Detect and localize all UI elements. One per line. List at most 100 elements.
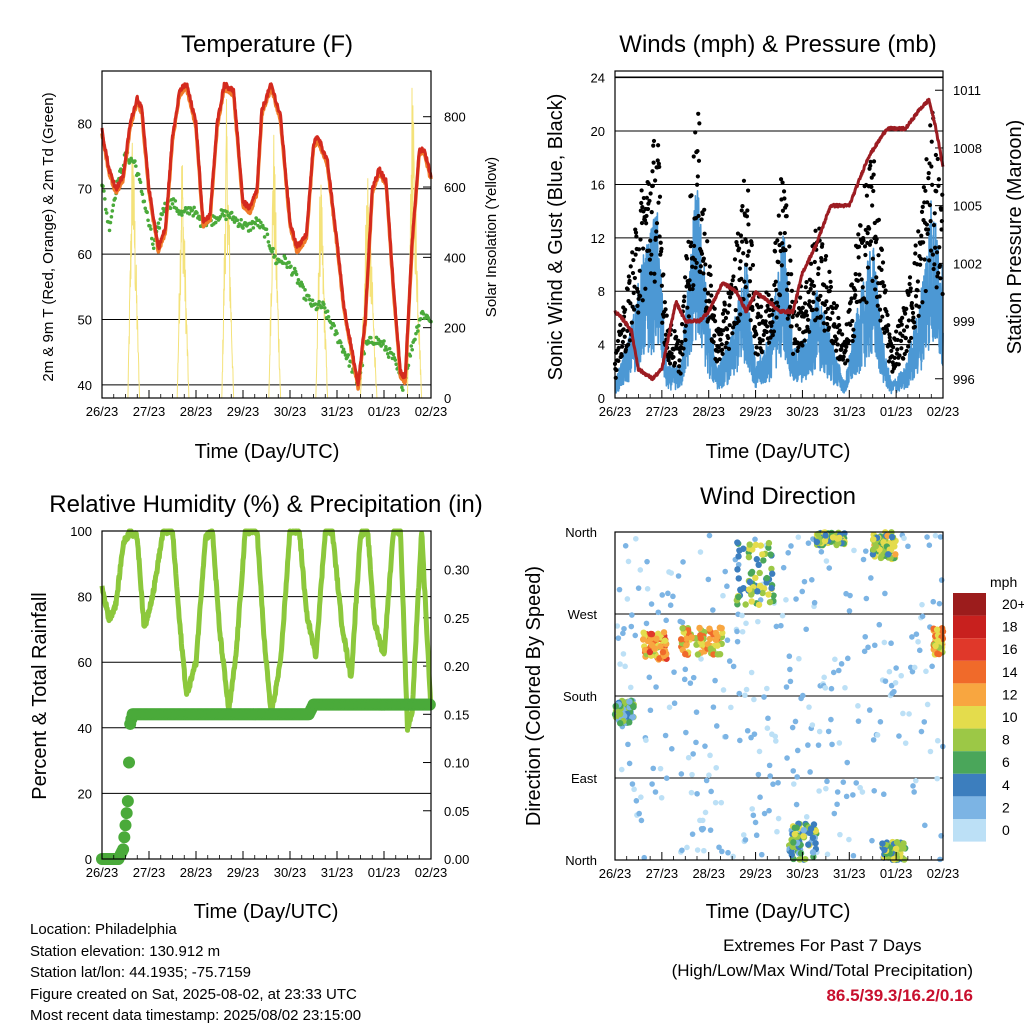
direction-point (778, 622, 784, 629)
gust-point (739, 208, 744, 213)
gust-point (937, 263, 943, 268)
gust-point (679, 339, 684, 345)
gust-point (782, 196, 787, 201)
gust-point (653, 178, 658, 183)
direction-point (929, 663, 935, 670)
direction-point (926, 542, 933, 548)
direction-point (742, 692, 748, 699)
direction-point (748, 598, 755, 605)
direction-point (633, 798, 640, 804)
gust-point (790, 314, 795, 320)
speed-legend-swatch (953, 819, 986, 842)
gust-point (618, 322, 623, 327)
direction-point (886, 668, 893, 675)
gust-point (851, 327, 856, 332)
direction-point (881, 846, 888, 854)
gust-point (924, 157, 929, 162)
direction-point (811, 599, 818, 606)
gust-point (668, 361, 673, 366)
gust-point (927, 161, 932, 166)
gust-point (683, 323, 688, 328)
gust-point (752, 324, 757, 330)
dewpoint-point (409, 344, 414, 348)
dewpoint-point (180, 213, 184, 217)
direction-point (901, 535, 907, 542)
speed-legend-swatch (953, 751, 986, 774)
direction-point (684, 844, 690, 851)
dewpoint-point (293, 269, 298, 274)
gust-point (747, 293, 752, 298)
gust-point (928, 219, 933, 224)
direction-point (824, 851, 831, 858)
temp-xtick-label: 31/23 (321, 404, 354, 419)
direction-ytick-label: North (565, 853, 597, 868)
temp-y2tick-label: 800 (444, 110, 466, 125)
gust-point (658, 252, 663, 257)
winds-xtick-label: 01/23 (880, 404, 913, 419)
gust-point (904, 306, 909, 312)
dewpoint-point (197, 217, 202, 222)
direction-point (791, 824, 798, 832)
direction-point (865, 644, 871, 651)
winds-ytick-label: 4 (598, 338, 605, 353)
gust-point (790, 351, 796, 356)
gust-point (847, 307, 852, 313)
gust-point (939, 207, 944, 212)
gust-point (764, 329, 769, 335)
gust-point (934, 285, 939, 290)
direction-point (936, 600, 943, 607)
direction-point (740, 832, 747, 838)
humidity-ytick-label: 20 (78, 786, 92, 801)
gust-point (822, 302, 828, 308)
gust-point (701, 271, 706, 276)
dewpoint-point (292, 266, 297, 271)
gust-point (657, 194, 663, 199)
gust-point (787, 244, 792, 249)
gust-point (626, 342, 631, 347)
direction-point (644, 558, 650, 565)
gust-point (900, 315, 905, 320)
speed-legend-swatch (953, 773, 986, 797)
direction-point (758, 851, 765, 858)
direction-point (712, 629, 720, 637)
gust-point (723, 345, 728, 350)
gust-point (718, 337, 723, 342)
direction-point (806, 704, 812, 710)
gust-point (651, 138, 657, 144)
direction-point (735, 561, 742, 568)
gust-point (707, 299, 712, 304)
dewpoint-point (393, 358, 398, 362)
dewpoint-point (264, 227, 269, 232)
winds-xlabel: Time (Day/UTC) (706, 441, 851, 463)
humidity-y2tick-label: 0.10 (444, 756, 469, 771)
precipitation-point (123, 756, 136, 769)
direction-point (905, 543, 911, 550)
humidity-xtick-label: 30/23 (274, 865, 307, 880)
direction-point (713, 723, 720, 729)
dewpoint-point (413, 337, 417, 342)
direction-point (680, 559, 686, 565)
gust-point (876, 253, 881, 258)
direction-point (763, 574, 771, 582)
direction-point (756, 569, 763, 577)
gust-point (932, 211, 937, 216)
gust-point (789, 288, 795, 293)
direction-point (800, 692, 806, 699)
dewpoint-point (190, 208, 195, 213)
direction-point (716, 624, 724, 631)
dewpoint-point (140, 192, 145, 196)
gust-point (907, 275, 913, 280)
direction-point (752, 541, 760, 549)
gust-point (656, 161, 661, 166)
direction-point (638, 817, 645, 824)
gust-point (652, 271, 657, 276)
gust-point (705, 239, 710, 244)
gust-point (871, 172, 876, 177)
gust-point (779, 263, 784, 268)
dewpoint-point (104, 211, 109, 215)
gust-point (890, 369, 895, 374)
precipitation-point (118, 831, 131, 844)
gust-point (646, 181, 651, 186)
temperature-xlabel: Time (Day/UTC) (195, 441, 340, 463)
direction-point (753, 556, 761, 563)
